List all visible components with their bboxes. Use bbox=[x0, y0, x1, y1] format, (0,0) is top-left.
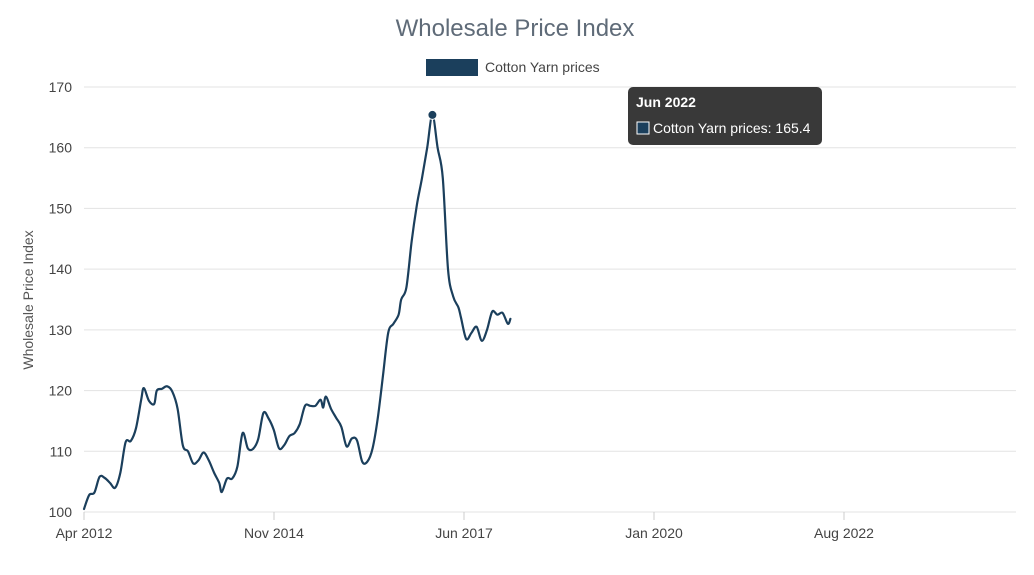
y-tick-label: 170 bbox=[49, 79, 73, 95]
tooltip-value: Cotton Yarn prices: 165.4 bbox=[653, 120, 811, 136]
tooltip-date: Jun 2022 bbox=[636, 94, 696, 110]
y-tick-label: 100 bbox=[49, 504, 73, 520]
x-axis: Apr 2012 Nov 2014 Jun 2017 Jan 2020 Aug 2022 bbox=[56, 512, 874, 541]
y-tick-label: 110 bbox=[50, 443, 73, 459]
tooltip: Jun 2022 Cotton Yarn prices: 165.4 bbox=[628, 87, 822, 145]
tooltip-swatch bbox=[636, 121, 650, 135]
y-tick-label: 130 bbox=[49, 322, 73, 338]
legend-swatch[interactable] bbox=[426, 59, 478, 76]
tooltip-box bbox=[628, 87, 822, 145]
series-line-cotton-yarn bbox=[82, 113, 512, 511]
x-tick-label: Apr 2012 bbox=[56, 525, 113, 541]
chart-title: Wholesale Price Index bbox=[396, 15, 635, 42]
y-tick-label: 160 bbox=[49, 140, 73, 156]
y-tick-label: 140 bbox=[49, 261, 73, 277]
legend-label[interactable]: Cotton Yarn prices bbox=[485, 59, 600, 75]
y-tick-label: 150 bbox=[49, 200, 73, 216]
grid bbox=[84, 86, 1016, 513]
x-tick-label: Nov 2014 bbox=[244, 525, 304, 541]
x-tick-label: Aug 2022 bbox=[814, 525, 874, 541]
hover-point[interactable] bbox=[427, 109, 438, 120]
x-tick-label: Jan 2020 bbox=[625, 525, 683, 541]
y-axis: 100 110 120 130 140 150 160 170 bbox=[49, 79, 73, 520]
legend[interactable]: Cotton Yarn prices bbox=[426, 59, 600, 76]
y-tick-label: 120 bbox=[49, 383, 73, 399]
x-tick-label: Jun 2017 bbox=[435, 525, 493, 541]
y-axis-title: Wholesale Price Index bbox=[20, 230, 36, 369]
